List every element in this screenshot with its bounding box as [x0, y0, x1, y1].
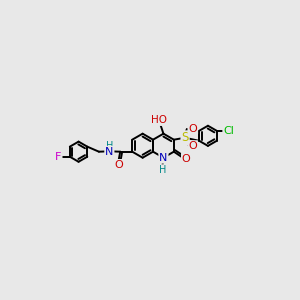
Text: N: N	[105, 147, 114, 157]
Text: F: F	[55, 152, 62, 162]
Text: O: O	[188, 141, 197, 151]
Text: N: N	[159, 153, 168, 163]
Text: O: O	[188, 124, 197, 134]
Text: H: H	[106, 141, 113, 151]
Text: H: H	[159, 165, 166, 175]
Text: HO: HO	[151, 115, 167, 125]
Text: O: O	[182, 154, 190, 164]
Text: O: O	[114, 160, 123, 170]
Text: Cl: Cl	[223, 126, 234, 136]
Text: S: S	[182, 131, 189, 144]
